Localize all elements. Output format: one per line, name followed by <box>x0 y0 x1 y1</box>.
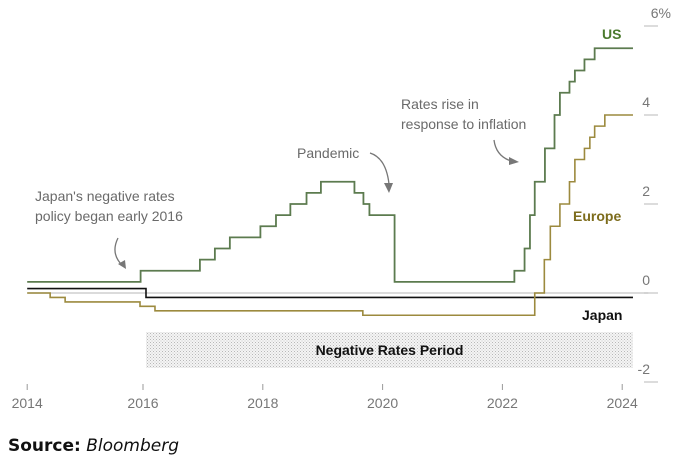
arrowhead-icon <box>509 157 519 165</box>
annotation-japan-line-1: Japan's negative rates <box>35 188 175 204</box>
y-tick-label: 0 <box>642 272 650 288</box>
x-tick-label: 2014 <box>12 395 43 411</box>
series-line-japan <box>27 287 633 299</box>
x-tick-label: 2022 <box>487 395 518 411</box>
annotation-pandemic: Pandemic <box>297 145 359 161</box>
source-value: Bloomberg <box>86 436 180 456</box>
rates-chart: Negative Rates Period 6% 4 2 0 -2 2014 2… <box>12 5 671 411</box>
series-label-europe: Europe <box>573 208 621 224</box>
arrowhead-icon <box>384 183 393 193</box>
y-tick-label: -2 <box>638 361 651 377</box>
negative-rates-region <box>145 332 633 368</box>
series-line-europe <box>27 114 633 317</box>
x-tick-label: 2020 <box>367 395 398 411</box>
x-tick-label: 2024 <box>607 395 638 411</box>
annotation-rates-rise-line-2: response to inflation <box>401 116 526 132</box>
negative-rates-label: Negative Rates Period <box>316 342 464 358</box>
annotation-arrow-icon <box>369 152 390 185</box>
annotation-arrow-icon <box>493 139 512 162</box>
series-line-us <box>27 47 633 283</box>
y-tick-label: 6% <box>651 5 671 21</box>
arrowhead-icon <box>118 260 126 269</box>
annotation-japan-line-2: policy began early 2016 <box>35 208 183 224</box>
annotation-rates-rise-line-1: Rates rise in <box>401 96 479 112</box>
x-tick-label: 2018 <box>247 395 278 411</box>
series-label-japan: Japan <box>582 307 622 323</box>
source-label: Source: <box>8 436 81 456</box>
x-axis: 2014 2016 2018 2020 2022 2024 <box>12 395 638 411</box>
x-tick-label: 2016 <box>127 395 158 411</box>
series-label-us: US <box>602 26 621 42</box>
y-tick-label: 4 <box>642 94 650 110</box>
y-axis: 6% 4 2 0 -2 <box>638 5 671 377</box>
annotation-arrow-icon <box>114 237 124 267</box>
y-tick-label: 2 <box>642 183 650 199</box>
source-note: Source: Bloomberg <box>8 436 179 456</box>
